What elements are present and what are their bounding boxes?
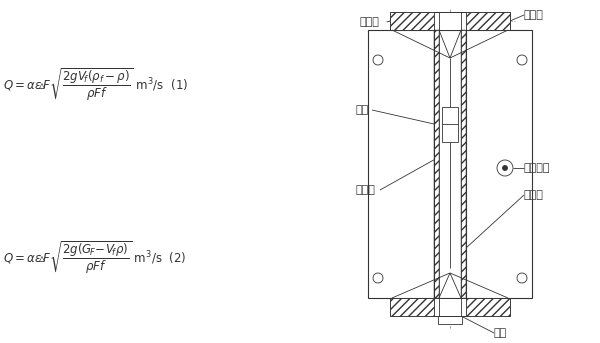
- Text: 导向管: 导向管: [355, 185, 375, 195]
- Bar: [434, 298, 466, 316]
- Circle shape: [373, 55, 383, 65]
- Bar: [368, 30, 532, 298]
- Circle shape: [503, 166, 508, 170]
- Bar: [434, 12, 466, 30]
- Text: 平衡: 平衡: [494, 328, 507, 338]
- Circle shape: [373, 273, 383, 283]
- Polygon shape: [461, 30, 466, 298]
- Text: 锥形管: 锥形管: [524, 190, 544, 200]
- Bar: [442, 107, 458, 142]
- Bar: [390, 298, 510, 316]
- Text: 测量管: 测量管: [524, 10, 544, 20]
- Polygon shape: [390, 298, 434, 316]
- Bar: [438, 316, 462, 324]
- Text: $Q=\alpha\varepsilon\!\vartriangle\! F\sqrt{\dfrac{2g(G_{\!F}\!-\!V_{\!f}\rho)}{: $Q=\alpha\varepsilon\!\vartriangle\! F\s…: [3, 240, 187, 276]
- Polygon shape: [466, 12, 510, 30]
- Polygon shape: [390, 12, 434, 30]
- Bar: [390, 12, 510, 30]
- Polygon shape: [434, 30, 439, 298]
- Circle shape: [517, 273, 527, 283]
- Circle shape: [517, 55, 527, 65]
- Text: $Q=\alpha\varepsilon\!\vartriangle\! F\sqrt{\dfrac{2gV_{\!f}(\rho_f-\rho)}{\rho : $Q=\alpha\varepsilon\!\vartriangle\! F\s…: [3, 67, 188, 103]
- Text: 浮子: 浮子: [355, 105, 368, 115]
- Circle shape: [497, 160, 513, 176]
- Polygon shape: [466, 298, 510, 316]
- Text: 随动系统: 随动系统: [524, 163, 551, 173]
- Text: 显示器: 显示器: [360, 17, 380, 27]
